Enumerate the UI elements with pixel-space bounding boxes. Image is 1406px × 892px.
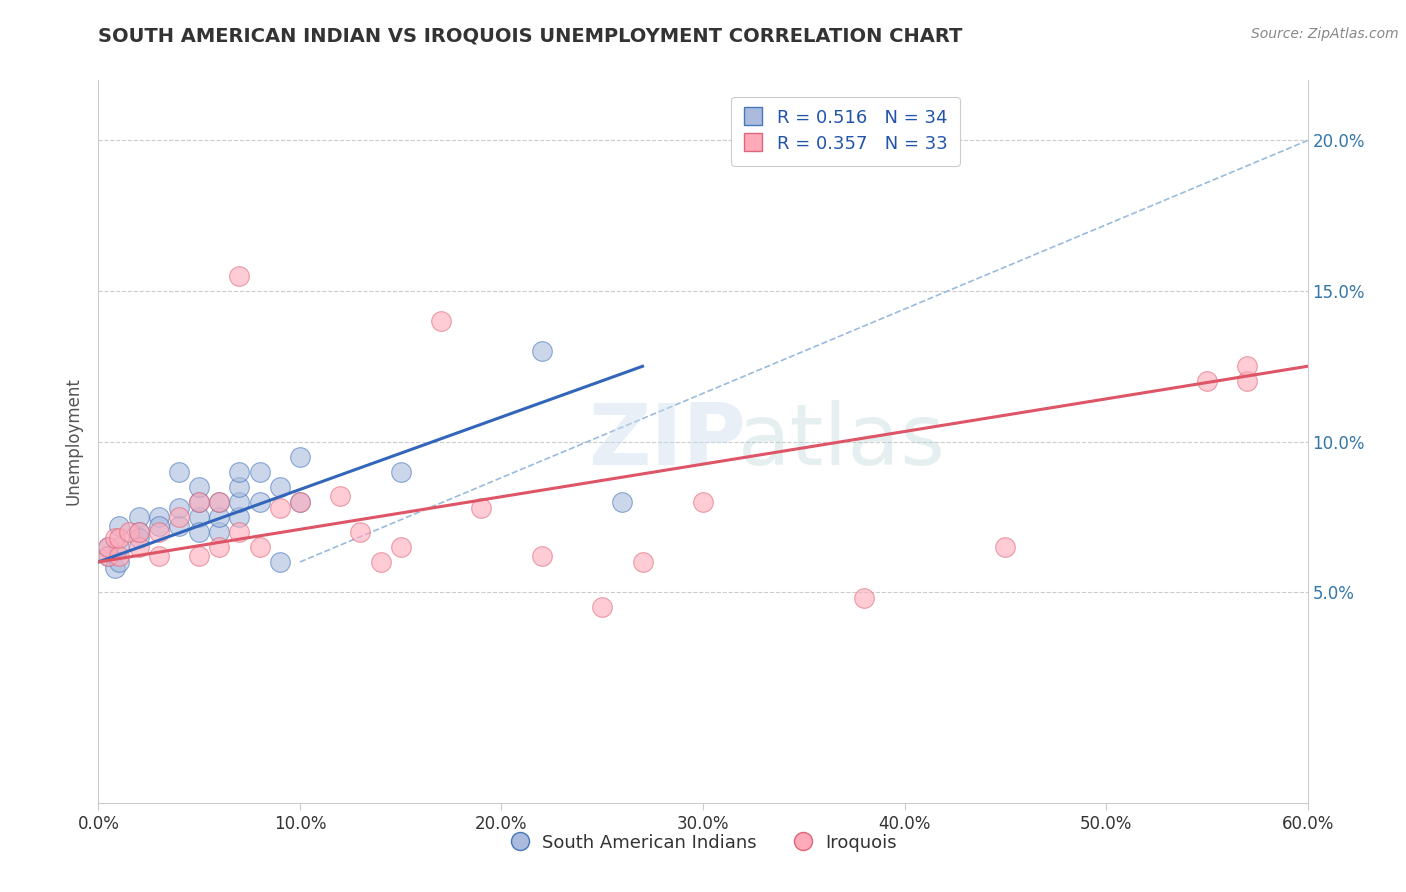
Point xyxy=(208,540,231,554)
Point xyxy=(208,509,231,524)
Text: ZIP: ZIP xyxy=(588,400,745,483)
Point xyxy=(208,494,231,508)
Point xyxy=(349,524,371,539)
Point xyxy=(107,518,129,533)
Point xyxy=(591,600,613,615)
Point xyxy=(269,480,291,494)
Point xyxy=(107,549,129,563)
Point xyxy=(167,509,190,524)
Point xyxy=(128,524,150,539)
Text: SOUTH AMERICAN INDIAN VS IROQUOIS UNEMPLOYMENT CORRELATION CHART: SOUTH AMERICAN INDIAN VS IROQUOIS UNEMPL… xyxy=(98,27,963,45)
Point xyxy=(188,494,211,508)
Point xyxy=(128,531,150,545)
Point xyxy=(148,524,170,539)
Point xyxy=(97,540,120,554)
Point xyxy=(118,524,141,539)
Point xyxy=(1195,374,1218,388)
Point xyxy=(631,555,654,569)
Y-axis label: Unemployment: Unemployment xyxy=(65,377,83,506)
Point xyxy=(228,509,250,524)
Point xyxy=(269,500,291,515)
Point xyxy=(97,549,120,563)
Point xyxy=(530,549,553,563)
Point xyxy=(389,465,412,479)
Point xyxy=(329,489,352,503)
Point xyxy=(167,465,190,479)
Point xyxy=(208,494,231,508)
Point xyxy=(107,540,129,554)
Point xyxy=(530,344,553,359)
Point xyxy=(188,549,211,563)
Point xyxy=(97,549,120,563)
Point xyxy=(249,540,271,554)
Point xyxy=(167,518,190,533)
Point xyxy=(288,450,311,464)
Text: atlas: atlas xyxy=(738,400,946,483)
Point xyxy=(692,494,714,508)
Point xyxy=(288,494,311,508)
Point xyxy=(188,480,211,494)
Point xyxy=(128,509,150,524)
Point xyxy=(249,494,271,508)
Point xyxy=(103,561,125,575)
Point xyxy=(853,591,876,606)
Point xyxy=(148,518,170,533)
Point xyxy=(288,494,311,508)
Point xyxy=(370,555,392,569)
Point xyxy=(167,500,190,515)
Point xyxy=(128,524,150,539)
Point xyxy=(1236,374,1258,388)
Point xyxy=(612,494,634,508)
Legend: South American Indians, Iroquois: South American Indians, Iroquois xyxy=(502,826,904,859)
Point xyxy=(994,540,1017,554)
Point xyxy=(208,524,231,539)
Point xyxy=(103,531,125,545)
Point xyxy=(188,524,211,539)
Point xyxy=(128,540,150,554)
Point xyxy=(249,465,271,479)
Point xyxy=(430,314,453,328)
Point xyxy=(228,524,250,539)
Point xyxy=(1236,359,1258,374)
Point xyxy=(228,465,250,479)
Point xyxy=(107,555,129,569)
Point xyxy=(269,555,291,569)
Point xyxy=(97,540,120,554)
Point xyxy=(228,480,250,494)
Point xyxy=(228,494,250,508)
Point xyxy=(107,531,129,545)
Point xyxy=(228,268,250,283)
Point xyxy=(188,509,211,524)
Point xyxy=(188,494,211,508)
Point xyxy=(148,549,170,563)
Text: Source: ZipAtlas.com: Source: ZipAtlas.com xyxy=(1251,27,1399,41)
Point xyxy=(470,500,492,515)
Point xyxy=(389,540,412,554)
Point xyxy=(148,509,170,524)
